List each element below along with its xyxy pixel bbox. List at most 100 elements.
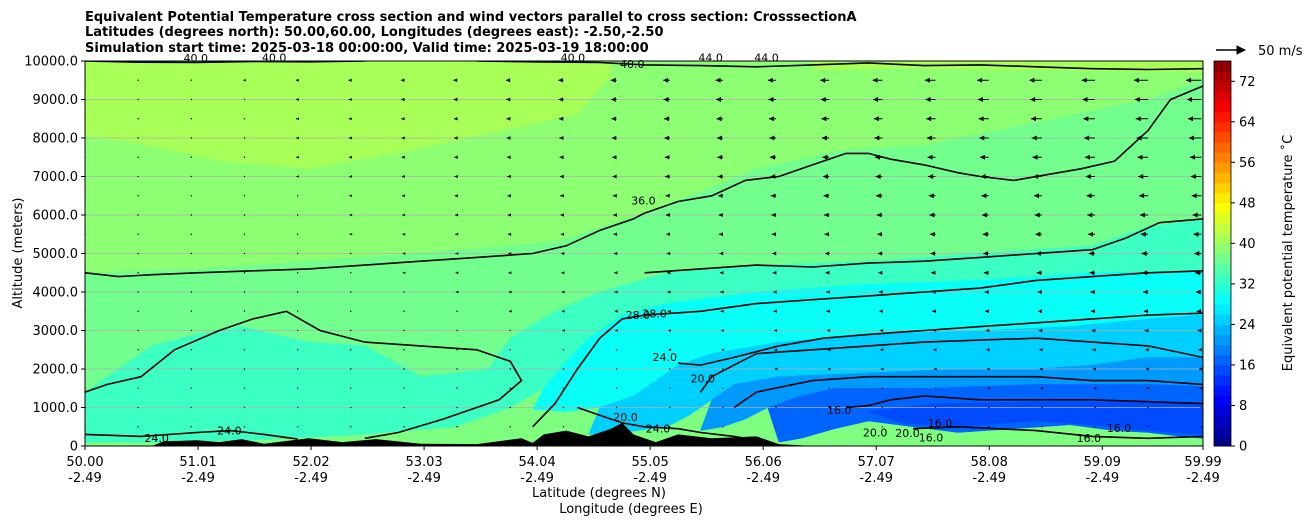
y-tick-label: 0 [70, 440, 78, 455]
wind-vector-head [612, 193, 617, 198]
colorbar-bin [1214, 142, 1231, 153]
wind-vector [350, 272, 352, 274]
wind-vector-head [985, 328, 990, 333]
wind-vector-head [1090, 309, 1095, 314]
wind-vector [296, 252, 299, 255]
wind-vector-head [505, 78, 511, 83]
wind-vector-head [559, 174, 564, 179]
wind-vector [190, 233, 193, 235]
y-tick-label: 6000.0 [33, 209, 79, 224]
wind-vector-head [1190, 174, 1196, 179]
y-tick-label: 1000.0 [33, 401, 79, 416]
wind-vector-head [769, 154, 775, 160]
wind-vector-head [931, 290, 936, 294]
wind-vector-head [715, 77, 721, 83]
colorbar-bin [1214, 162, 1231, 173]
x-tick-label-lat: 52.02 [292, 455, 329, 470]
wind-vector [615, 387, 618, 389]
wind-vector [190, 291, 193, 293]
wind-vector-head [772, 270, 777, 275]
wind-vector-head [977, 77, 983, 83]
wind-vector-head [349, 155, 352, 159]
wind-vector-head [402, 232, 406, 236]
quiver-key-label: 50 m/s [1258, 44, 1303, 59]
wind-vector [296, 310, 299, 312]
title-line-2: Latitudes (degrees north): 50.00,60.00, … [85, 25, 664, 40]
wind-vector [243, 272, 246, 274]
wind-vector-head [453, 78, 458, 83]
wind-vector-head [1029, 77, 1035, 83]
wind-vector-head [402, 271, 406, 275]
wind-vector-head [821, 116, 827, 122]
quiver-key: 50 m/s [1216, 44, 1303, 59]
contour-line-28.0 [532, 270, 1203, 428]
wind-vector-head [348, 78, 352, 82]
wind-vector-head [400, 78, 405, 82]
wind-vector-head [985, 309, 989, 314]
wind-vector [509, 329, 511, 332]
y-tick-label: 4000.0 [33, 286, 79, 301]
contour-line-28.0 [85, 310, 523, 440]
wind-vector-head [983, 251, 989, 256]
wind-vector-head [1143, 309, 1149, 314]
wind-vector-head [561, 309, 565, 313]
wind-vector [1200, 406, 1203, 409]
colorbar: 0 8 16 24 32 40 48 56 64 72 [1213, 60, 1256, 455]
wind-vector-head [717, 174, 723, 179]
wind-vector-head [1039, 348, 1043, 352]
wind-vector-head [826, 309, 830, 313]
wind-vector-head [820, 97, 826, 102]
wind-vector [669, 387, 671, 389]
wind-vector [137, 310, 139, 312]
wind-vector [190, 310, 193, 312]
wind-vector-head [1137, 154, 1143, 160]
terrain-profile [85, 422, 1203, 446]
x-tick-label-lat: 56.06 [745, 455, 782, 470]
wind-vector [828, 406, 830, 409]
contour-label: 20.0 [863, 426, 888, 439]
colorbar-bin [1214, 435, 1231, 447]
wind-vector [987, 406, 990, 409]
wind-vector [296, 368, 299, 370]
wind-vector-head [665, 213, 670, 217]
x-tick-label-lon: -2.49 [407, 471, 441, 486]
colorbar-bin [1214, 344, 1231, 356]
contour-lines [85, 61, 1203, 443]
wind-vector [350, 310, 352, 312]
colorbar-bin [1214, 283, 1231, 295]
contour-label: 40.0 [184, 52, 209, 65]
contour-label: 20.0 [895, 427, 920, 440]
wind-vector-head [453, 116, 458, 121]
wind-vector-head [873, 97, 879, 102]
title-line-3: Simulation start time: 2025-03-18 00:00:… [85, 41, 649, 56]
contour-label: 40.0 [262, 51, 287, 64]
colorbar-bin [1214, 233, 1231, 244]
wind-vector-head [978, 116, 984, 122]
colorbar-bin [1214, 243, 1231, 254]
wind-vector-head [1039, 367, 1043, 371]
wind-vector-head [1135, 116, 1141, 122]
wind-vector-head [1191, 193, 1197, 199]
wind-vector-head [667, 271, 671, 275]
wind-vector-head [928, 193, 934, 199]
wind-vector-head [1139, 212, 1145, 218]
colorbar-bin [1214, 91, 1231, 103]
wind-vector [190, 329, 193, 332]
wind-vector-head [506, 136, 511, 140]
wind-vector [190, 252, 193, 255]
wind-vector-head [296, 175, 300, 178]
x-axis: 50.00-2.4951.01-2.4952.02-2.4953.03-2.49… [66, 446, 1222, 486]
wind-vector-head [820, 77, 826, 83]
theta-e-region-14 [868, 401, 1203, 435]
wind-vector-head [453, 97, 458, 102]
colorbar-bin [1214, 273, 1231, 285]
x-tick-label-lon: -2.49 [68, 471, 102, 486]
wind-vector-head [1198, 367, 1203, 371]
contour-line-20.0 [577, 406, 768, 443]
wind-vector-head [927, 154, 933, 160]
wind-vector [456, 406, 458, 409]
wind-vector-head [559, 155, 564, 160]
wind-vector [1147, 426, 1149, 428]
wind-vector-head [1192, 212, 1198, 218]
theta-e-region-32 [85, 218, 1203, 443]
